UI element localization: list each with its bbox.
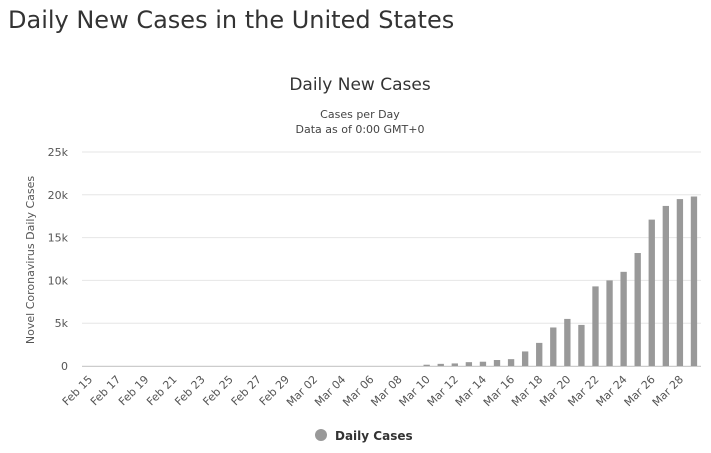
bar-mar-17[interactable] [521,351,529,366]
y-tick-label: 25k [48,146,69,159]
y-tick-label: 0 [61,360,68,373]
bar-mar-26[interactable] [648,219,655,366]
x-tick-label: Mar 28 [650,373,686,409]
y-tick-label: 20k [48,189,69,202]
bar-mar-13[interactable] [465,362,473,366]
bar-mar-22[interactable] [592,286,599,366]
chart-subtitle-line-1: Cases per Day [320,108,400,121]
x-tick-label: Feb 21 [144,373,179,408]
x-tick-label: Feb 23 [172,373,207,408]
legend-item-daily-cases[interactable]: Daily Cases [335,429,413,443]
x-tick-label: Feb 15 [60,373,95,408]
x-tick-label: Feb 19 [116,373,151,408]
legend-marker-daily-cases[interactable] [315,429,327,441]
bar-mar-29[interactable] [690,196,698,366]
bar-mar-14[interactable] [479,361,487,366]
bar-mar-28[interactable] [676,199,684,366]
chart-subtitle-line-2: Data as of 0:00 GMT+0 [296,123,425,136]
x-tick-label: Feb 17 [88,373,123,408]
bars-layer [423,196,698,366]
bar-mar-16[interactable] [507,359,515,366]
x-tick-label: Feb 25 [200,373,235,408]
bar-mar-21[interactable] [578,324,585,366]
x-tick-label: Feb 27 [229,373,264,408]
y-tick-label: 10k [48,274,69,287]
bar-mar-15[interactable] [493,360,501,366]
grid-layer: 0 5k 10k 15k 20k 25k [48,146,701,373]
y-tick-label: 5k [55,317,69,330]
bar-mar-27[interactable] [662,205,669,366]
chart-title: Daily New Cases [289,75,431,95]
bar-mar-10[interactable] [423,364,430,366]
bar-mar-19[interactable] [550,327,557,366]
bar-mar-23[interactable] [606,280,613,366]
bar-mar-20[interactable] [564,318,571,366]
bar-mar-25[interactable] [634,253,641,366]
bar-mar-12[interactable] [451,363,458,366]
bar-mar-11[interactable] [437,363,444,366]
page-title: Daily New Cases in the United States [8,6,455,34]
y-axis-label: Novel Coronavirus Daily Cases [24,176,37,344]
bar-mar-18[interactable] [536,342,543,366]
y-tick-label: 15k [48,232,69,245]
bar-mar-24[interactable] [620,271,627,366]
legend[interactable]: Daily Cases [315,429,413,443]
